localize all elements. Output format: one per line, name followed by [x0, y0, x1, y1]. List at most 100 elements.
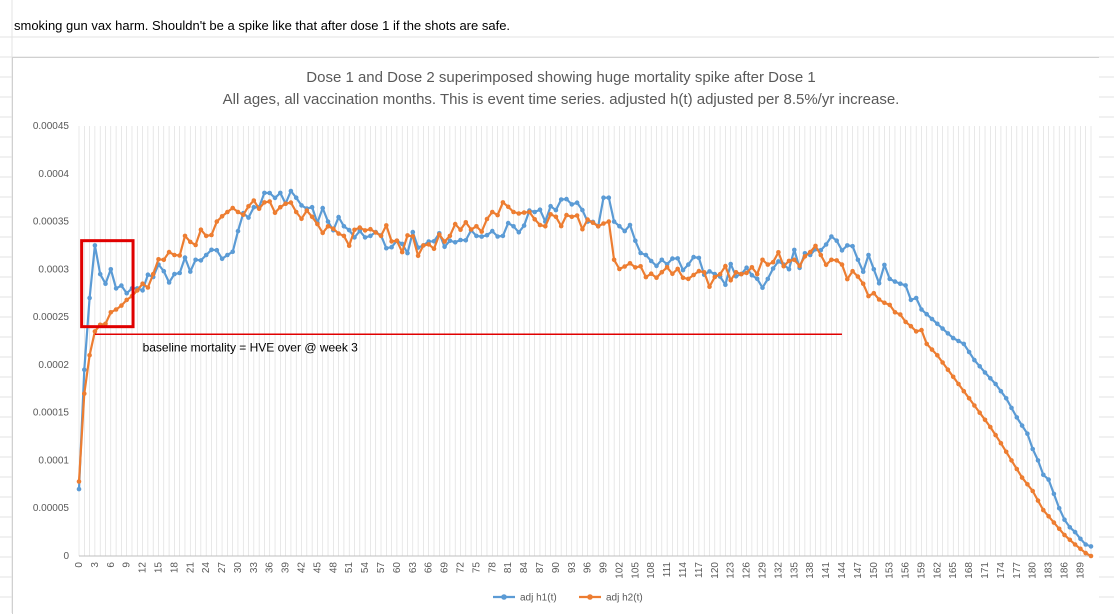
data-point [659, 269, 665, 275]
data-point [617, 266, 622, 272]
data-point [230, 249, 235, 255]
data-point [898, 281, 903, 286]
data-point [452, 221, 458, 227]
data-point [203, 233, 209, 239]
data-point [431, 246, 437, 251]
data-point [304, 208, 310, 213]
data-point [675, 256, 680, 261]
data-point [765, 262, 771, 267]
data-point [262, 190, 267, 196]
data-point [929, 316, 935, 322]
data-point [1035, 498, 1041, 503]
data-point [696, 255, 702, 261]
data-point [527, 209, 532, 215]
series-line [77, 189, 1092, 548]
data-point [103, 321, 108, 327]
data-point [346, 227, 352, 233]
data-point [924, 341, 929, 347]
data-point [193, 257, 198, 263]
data-point [516, 230, 522, 235]
data-point [495, 234, 500, 239]
data-point [548, 203, 553, 209]
data-point [829, 257, 834, 263]
data-point [935, 353, 940, 358]
series-lines [76, 188, 1094, 559]
legend-item-2[interactable]: adj h2(t) [579, 593, 643, 604]
data-point [172, 252, 177, 258]
data-point [887, 276, 892, 282]
data-point [1088, 553, 1094, 559]
data-point [643, 252, 649, 258]
data-point [410, 229, 416, 235]
data-point [845, 243, 850, 248]
data-point [871, 267, 877, 272]
x-tick-label: 168 [964, 562, 975, 579]
x-tick-label: 15 [153, 562, 164, 574]
data-point [903, 319, 908, 325]
data-point [707, 284, 712, 289]
data-point [474, 233, 479, 239]
data-point [219, 214, 225, 219]
x-tick-label: 153 [885, 562, 896, 579]
chart-container[interactable]: Dose 1 and Dose 2 superimposed showing h… [12, 57, 1099, 614]
x-tick-label: 3 [90, 562, 101, 568]
data-point [558, 197, 564, 202]
data-point [87, 295, 92, 301]
data-point [1046, 477, 1051, 482]
x-tick-label: 114 [678, 562, 689, 578]
data-point [421, 243, 426, 248]
data-point [882, 300, 887, 306]
x-tick-label: 57 [376, 562, 387, 574]
y-tick-label: 0.00025 [33, 312, 70, 323]
data-point [1083, 550, 1088, 556]
data-point [246, 215, 251, 220]
data-point [908, 297, 914, 303]
data-point [225, 252, 230, 258]
data-point [601, 221, 606, 226]
data-point [150, 271, 156, 277]
data-point [124, 297, 129, 303]
data-point [972, 357, 977, 363]
data-point [855, 257, 861, 263]
data-point [701, 270, 707, 275]
data-point [622, 228, 627, 234]
data-point [103, 281, 108, 286]
data-point [177, 270, 182, 276]
y-tick-label: 0.0001 [38, 455, 69, 466]
data-point [76, 479, 82, 484]
data-point [850, 243, 855, 249]
data-point [511, 224, 516, 229]
data-point [998, 388, 1004, 394]
data-point [172, 271, 177, 277]
data-point [760, 285, 765, 290]
data-point [119, 303, 124, 308]
data-point [956, 338, 961, 344]
line-chart[interactable]: Dose 1 and Dose 2 superimposed showing h… [13, 58, 1099, 614]
data-point [744, 270, 749, 276]
data-point [601, 195, 606, 200]
data-point [188, 239, 193, 245]
data-point [352, 227, 357, 233]
x-tick-label: 30 [233, 562, 244, 574]
data-point [293, 209, 299, 215]
data-point [368, 233, 373, 239]
legend-item-1[interactable]: adj h1(t) [493, 593, 557, 604]
x-tick-label: 18 [169, 562, 180, 574]
data-point [564, 196, 569, 202]
x-tick-label: 189 [1075, 562, 1086, 579]
data-point [214, 219, 220, 224]
data-point [1009, 405, 1014, 411]
spike-highlight-box [80, 239, 135, 329]
y-tick-label: 0.00005 [33, 503, 70, 514]
y-tick-label: 0.0003 [38, 264, 69, 275]
data-point [357, 228, 363, 234]
data-point [553, 207, 559, 213]
legend[interactable]: adj h1(t) adj h2(t) [493, 593, 643, 604]
data-point [670, 256, 675, 261]
data-point [166, 280, 172, 285]
data-point [1067, 537, 1073, 543]
data-point [484, 232, 490, 238]
data-point [717, 271, 723, 277]
cell-note-text[interactable]: smoking gun vax harm. Shouldn't be a spi… [14, 18, 511, 33]
data-point [384, 223, 389, 228]
